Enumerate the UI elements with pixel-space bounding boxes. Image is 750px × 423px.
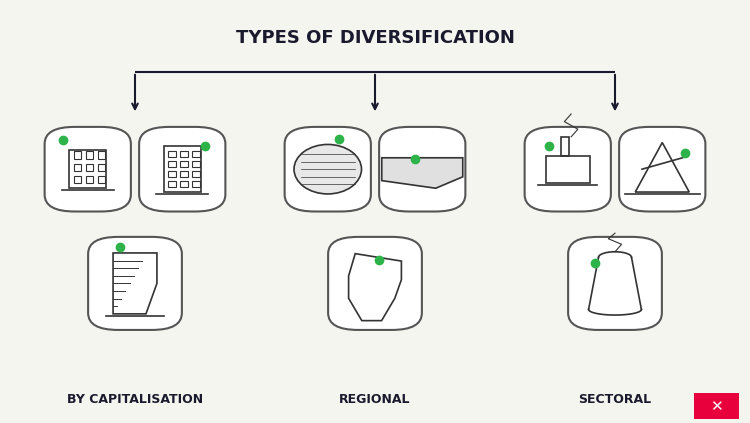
- Bar: [74, 176, 81, 184]
- Bar: [98, 164, 105, 171]
- Bar: [192, 151, 200, 157]
- FancyBboxPatch shape: [694, 393, 739, 419]
- Bar: [69, 150, 106, 188]
- Bar: [86, 176, 93, 184]
- Bar: [98, 151, 105, 159]
- Bar: [168, 171, 176, 177]
- Text: TYPES OF DIVERSIFICATION: TYPES OF DIVERSIFICATION: [236, 29, 514, 47]
- FancyBboxPatch shape: [44, 127, 130, 212]
- Bar: [180, 171, 188, 177]
- Bar: [561, 137, 569, 156]
- Bar: [192, 181, 200, 187]
- FancyBboxPatch shape: [568, 237, 662, 330]
- Ellipse shape: [294, 145, 362, 194]
- Text: REGIONAL: REGIONAL: [339, 393, 411, 406]
- Bar: [164, 146, 201, 192]
- Text: BY CAPITALISATION: BY CAPITALISATION: [67, 393, 203, 406]
- Bar: [546, 156, 590, 183]
- Bar: [98, 176, 105, 184]
- FancyBboxPatch shape: [328, 237, 422, 330]
- FancyBboxPatch shape: [379, 127, 465, 212]
- Bar: [180, 181, 188, 187]
- Text: ✕: ✕: [710, 398, 723, 414]
- Bar: [168, 181, 176, 187]
- FancyBboxPatch shape: [524, 127, 610, 212]
- Bar: [168, 161, 176, 168]
- Bar: [74, 164, 81, 171]
- Bar: [180, 161, 188, 168]
- Bar: [192, 161, 200, 168]
- FancyBboxPatch shape: [285, 127, 370, 212]
- Text: SECTORAL: SECTORAL: [578, 393, 652, 406]
- Bar: [168, 151, 176, 157]
- Bar: [86, 164, 93, 171]
- FancyBboxPatch shape: [140, 127, 225, 212]
- FancyBboxPatch shape: [88, 237, 182, 330]
- Bar: [86, 151, 93, 159]
- Polygon shape: [382, 158, 463, 188]
- Bar: [192, 171, 200, 177]
- Bar: [180, 151, 188, 157]
- Bar: [74, 151, 81, 159]
- FancyBboxPatch shape: [620, 127, 705, 212]
